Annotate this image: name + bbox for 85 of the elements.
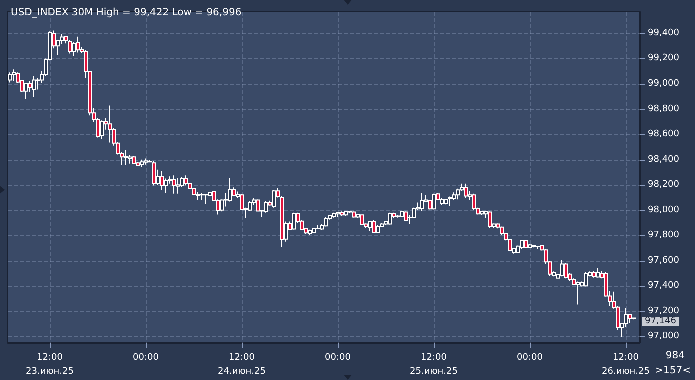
chart-title: USD_INDEX 30M High = 99,422 Low = 96,996 <box>11 8 242 18</box>
candlestick <box>264 201 268 214</box>
y-tick-label: 98,000 <box>648 205 680 216</box>
candlestick <box>292 212 296 230</box>
candlestick <box>360 214 364 226</box>
y-tick-label: 97,000 <box>648 332 680 342</box>
candlestick <box>172 175 176 194</box>
candlestick <box>152 160 156 186</box>
candlestick <box>592 270 596 278</box>
y-tick-label: 98,600 <box>648 130 680 140</box>
candlestick <box>576 281 580 306</box>
candlestick <box>368 220 372 232</box>
candlestick <box>124 150 128 166</box>
candlestick <box>132 156 136 165</box>
candlestick <box>584 272 588 288</box>
candlestick <box>632 317 636 320</box>
candlestick <box>464 183 468 199</box>
y-tick-label: 99,000 <box>648 79 680 90</box>
y-tick-label: 99,200 <box>648 54 680 64</box>
text: >157< <box>655 366 692 376</box>
candlestick <box>420 192 424 212</box>
text: 97,146 <box>645 316 677 327</box>
candlestick <box>204 194 208 205</box>
candlestick <box>396 214 400 218</box>
x-tick-label: 00:00 <box>325 353 352 363</box>
candlestick <box>108 105 112 144</box>
text: 984 <box>666 350 686 362</box>
candlestick <box>344 210 348 217</box>
candlestick <box>144 158 148 166</box>
candlestick <box>480 210 484 216</box>
candlestick <box>388 212 392 226</box>
candlestick <box>272 190 276 208</box>
candlestick <box>528 244 532 249</box>
candlestick <box>372 220 376 234</box>
x-tick-label: 12:00 23.июн.25 <box>26 353 74 377</box>
candlestick <box>100 120 104 140</box>
candlestick <box>432 193 436 210</box>
candlestick <box>404 211 408 222</box>
x-tick-label: 12:00 24.июн.25 <box>218 353 266 377</box>
candlestick <box>520 240 524 250</box>
candlestick <box>340 211 344 217</box>
x-tick-label: 12:00 26.июн.25 <box>602 353 650 377</box>
candlestick <box>560 260 564 278</box>
candlestick <box>32 76 36 98</box>
candlestick <box>440 198 444 206</box>
candlestick <box>444 198 448 206</box>
candlestick <box>336 212 340 218</box>
candlestick <box>8 72 12 84</box>
y-tick-label: 98,800 <box>648 104 680 114</box>
candlestick <box>160 170 164 191</box>
candlestick <box>400 210 404 218</box>
x-tick-label: 00:00 <box>133 353 160 363</box>
candlestick <box>536 246 540 250</box>
candlestick <box>308 229 312 236</box>
x-tick-label: 00:00 <box>517 353 544 363</box>
candlestick <box>472 193 476 211</box>
y-tick-label: 97,400 <box>648 281 680 292</box>
candlestick <box>76 36 80 54</box>
candlestick <box>352 211 356 218</box>
x-tick-label: 12:00 25.июн.25 <box>410 353 458 377</box>
candlestick <box>348 211 352 214</box>
candlestick <box>176 178 180 194</box>
y-tick-label: 97,600 <box>648 256 680 266</box>
y-tick-label: 97,200 <box>648 306 680 316</box>
candlestick <box>596 268 600 278</box>
y-tick-label: 98,400 <box>648 154 680 165</box>
candlestick <box>312 228 316 234</box>
candlestick <box>12 69 16 82</box>
candlestick <box>200 192 204 200</box>
y-tick-label: 98,200 <box>648 180 680 190</box>
candlestick <box>324 216 328 228</box>
candlestick <box>332 212 336 218</box>
candlestick <box>456 188 460 200</box>
candlestick <box>524 240 528 249</box>
candlestick <box>24 82 28 100</box>
candlestick <box>184 175 188 186</box>
candlestick <box>140 159 144 168</box>
candlestick <box>68 40 72 54</box>
candlestick <box>196 192 200 200</box>
candlestick <box>564 262 568 280</box>
candlestick <box>316 225 320 230</box>
y-tick-label: 97,800 <box>648 230 680 241</box>
y-tick-label: 99,400 <box>648 28 680 38</box>
candlestick <box>488 211 492 229</box>
candlestick <box>448 196 452 208</box>
